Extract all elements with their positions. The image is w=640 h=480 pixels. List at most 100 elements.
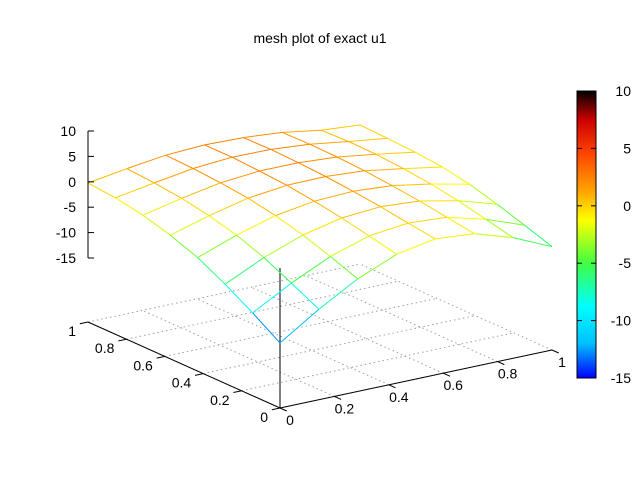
mesh-segment-row-6-0 (252, 282, 292, 314)
mesh-segment-row-7-5 (474, 233, 514, 239)
y-tick-label-0: 0 (260, 409, 268, 425)
base-grid-y-2 (203, 315, 476, 375)
mesh-segment-col-3-6 (403, 168, 432, 185)
mesh-segment-row-0-0 (87, 168, 128, 184)
mesh-segment-row-4-0 (197, 234, 237, 259)
mesh-segment-row-7-0 (279, 308, 320, 344)
x-axis-line (279, 349, 553, 409)
mesh-segment-col-5-0 (224, 283, 253, 314)
chart-title: mesh plot of exact u1 (253, 30, 386, 46)
mesh-segment-col-4-4 (352, 190, 381, 208)
x-tick-2 (388, 384, 396, 389)
mesh-segment-col-3-7 (442, 166, 470, 185)
x-tick-3 (442, 372, 451, 377)
x-tick-label-0: 0 (286, 412, 294, 428)
mesh-segment-col-0-0 (87, 182, 116, 199)
mesh-segment-row-4-3 (314, 190, 354, 202)
mesh-segment-row-0-4 (243, 131, 283, 139)
mesh-segment-col-3-1 (208, 215, 237, 236)
mesh-segment-col-6-7 (524, 224, 553, 248)
mesh-segment-row-5-0 (224, 257, 265, 285)
mesh-segment-row-4-5 (391, 183, 431, 187)
mesh-segment-row-7-3 (396, 238, 436, 255)
y-tick-3 (156, 355, 165, 359)
mesh-segment-col-2-7 (414, 151, 443, 168)
mesh-segment-col-4-6 (430, 183, 459, 202)
mesh-segment-row-5-6 (458, 200, 498, 205)
mesh-segment-col-4-1 (236, 234, 265, 258)
mesh-segment-row-6-3 (368, 222, 409, 237)
y-tick-5 (79, 321, 89, 325)
mesh-segment-col-5-1 (263, 257, 292, 284)
mesh-segment-row-2-6 (375, 151, 415, 155)
mesh-segment-row-1-1 (154, 168, 194, 184)
colorbar: 10 5 0 -5 -10 -15 (576, 83, 632, 386)
mesh-segment-row-2-0 (142, 197, 182, 216)
y-tick-0 (271, 407, 281, 411)
mesh-segment-col-1-1 (154, 182, 182, 199)
mesh-segment-row-6-4 (407, 216, 447, 224)
mesh-segment-col-5-5 (419, 200, 448, 218)
mesh-segment-col-6-6 (485, 218, 514, 239)
y-tick-label-1: 0.2 (210, 392, 230, 408)
mesh-segment-row-0-3 (204, 137, 244, 146)
mesh-segment-row-4-4 (353, 185, 393, 192)
mesh-segment-col-2-5 (336, 156, 365, 172)
colorbar-tick-label-1: 5 (623, 140, 631, 156)
mesh-segment-row-0-1 (126, 154, 166, 170)
mesh-segment-col-4-2 (275, 215, 304, 236)
mesh-segment-row-0-2 (165, 144, 205, 156)
mesh-segment-row-3-0 (170, 215, 210, 236)
mesh-segment-row-5-1 (263, 234, 304, 259)
mesh-segment-col-6-0 (252, 312, 281, 344)
mesh-segment-row-1-0 (115, 182, 155, 199)
mesh-segment-col-1-3 (231, 156, 260, 172)
z-tick-label-4: -10 (56, 225, 76, 241)
mesh-segment-row-7-4 (435, 233, 475, 240)
mesh-segment-row-2-2 (220, 170, 260, 184)
surface-mesh (87, 124, 553, 344)
mesh-segment-col-2-1 (181, 197, 210, 217)
x-tick-label-3: 0.6 (443, 377, 463, 393)
mesh-segment-col-5-4 (380, 206, 409, 224)
mesh-segment-row-1-3 (231, 148, 271, 158)
colorbar-tick-label-5: -15 (611, 370, 631, 386)
mesh-segment-col-1-7 (387, 137, 416, 153)
y-axis: 0 0.2 0.4 0.6 0.8 1 (68, 321, 281, 425)
mesh-segment-col-0-1 (126, 168, 155, 184)
mesh-segment-col-1-5 (309, 143, 338, 158)
z-tick-label-3: -5 (64, 199, 77, 215)
mesh-segment-col-3-3 (286, 184, 315, 202)
mesh-segment-col-3-2 (247, 197, 276, 217)
colorbar-tick-label-3: -5 (619, 255, 632, 271)
mesh-segment-row-5-3 (341, 206, 381, 219)
mesh-segment-row-2-3 (259, 162, 299, 172)
mesh-segment-row-0-6 (321, 124, 361, 131)
mesh-segment-row-6-6 (485, 218, 525, 226)
base-grid-x-4 (305, 275, 498, 363)
mesh-segment-row-3-5 (364, 168, 404, 172)
colorbar-tick-label-4: -10 (611, 313, 631, 329)
mesh-segment-col-0-6 (320, 129, 349, 142)
mesh-segment-row-3-4 (325, 170, 365, 177)
mesh-segment-row-1-5 (309, 141, 349, 145)
mesh-segment-col-1-0 (115, 197, 144, 216)
mesh-segment-row-0-5 (282, 129, 322, 133)
colorbar-gradient (576, 90, 597, 379)
mesh-segment-col-0-2 (165, 154, 194, 169)
mesh-segment-col-4-0 (197, 257, 226, 285)
mesh-segment-col-4-3 (314, 200, 342, 219)
mesh-segment-row-1-4 (270, 143, 310, 150)
mesh-segment-row-6-2 (330, 235, 370, 257)
y-tick-1 (233, 390, 242, 394)
mesh-segment-col-5-2 (302, 234, 331, 257)
x-tick-4 (497, 361, 505, 366)
base-grid-y-5 (87, 263, 361, 323)
mesh-segment-col-5-3 (341, 217, 370, 237)
z-tick-label-1: 5 (68, 148, 76, 164)
mesh-segment-row-3-1 (208, 197, 249, 217)
mesh-segment-row-3-2 (247, 184, 288, 199)
x-tick-label-5: 1 (558, 354, 566, 370)
mesh-segment-col-2-6 (375, 153, 404, 170)
